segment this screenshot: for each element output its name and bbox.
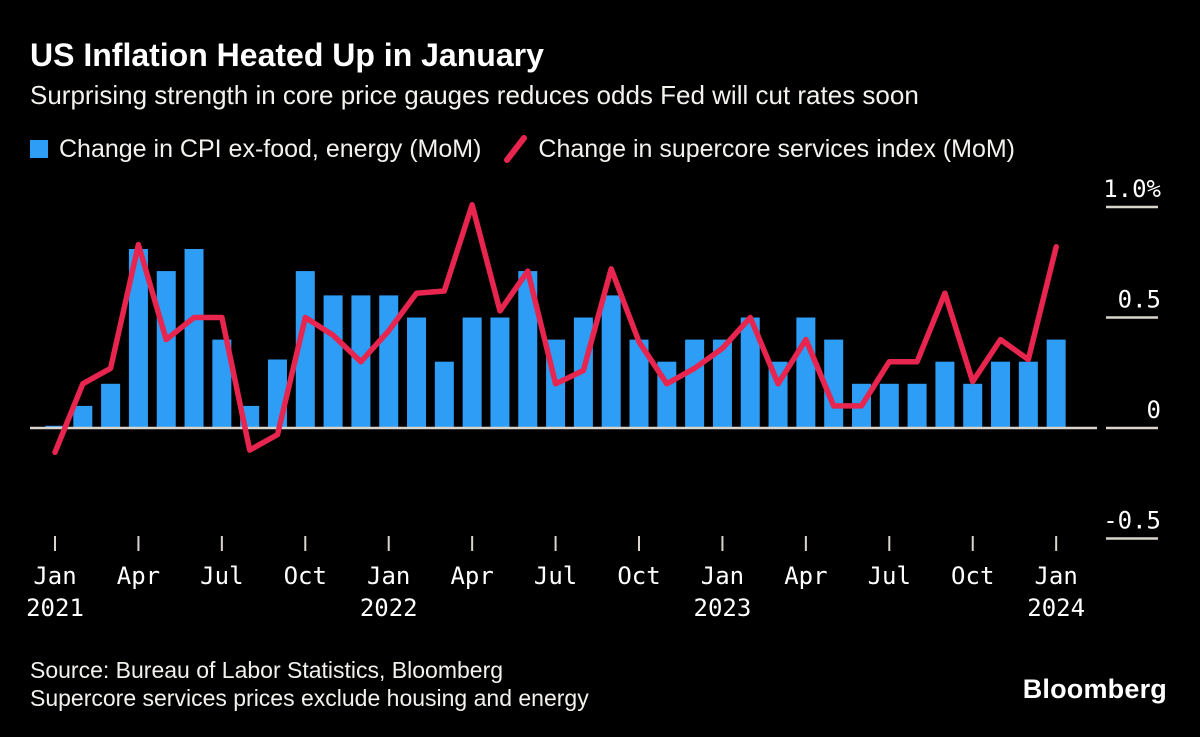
bar-jul-2023 — [879, 383, 899, 428]
y-tick-label-0: 0 — [1147, 396, 1161, 424]
bar-may-2023 — [824, 339, 844, 428]
bloomberg-logo: Bloomberg — [1022, 674, 1167, 704]
bar-jan-2023 — [712, 339, 732, 428]
y-tick-label--0.5: -0.5 — [1103, 507, 1161, 535]
bar-aug-2023 — [907, 383, 927, 428]
bar-nov-2022 — [657, 361, 677, 428]
bar-nov-2023 — [991, 361, 1011, 428]
source-line: Source: Bureau of Labor Statistics, Bloo… — [30, 657, 504, 683]
x-tick-label-month: Jan — [1034, 562, 1077, 590]
bar-dec-2021 — [351, 295, 371, 428]
x-tick-label-year: 2023 — [694, 594, 752, 622]
x-tick-label-month: Jan — [33, 562, 76, 590]
bar-dec-2022 — [685, 339, 705, 428]
bar-apr-2023 — [796, 317, 816, 428]
page-title: US Inflation Heated Up in January — [30, 37, 544, 73]
legend-label-cpi: Change in CPI ex-food, energy (MoM) — [59, 134, 482, 163]
bar-feb-2022 — [407, 317, 427, 428]
x-tick-label-month: Apr — [784, 562, 827, 590]
y-tick-label-0.5: 0.5 — [1118, 286, 1161, 314]
line-series-slash-icon — [501, 135, 529, 163]
bar-feb-2021 — [73, 405, 93, 428]
x-tick-label-year: 2024 — [1027, 594, 1085, 622]
bar-apr-2022 — [462, 317, 482, 428]
x-tick-label-month: Apr — [117, 562, 160, 590]
bar-may-2022 — [490, 317, 510, 428]
bar-jun-2021 — [184, 248, 204, 428]
bar-jan-2021 — [45, 425, 65, 428]
bar-jul-2021 — [212, 339, 232, 428]
y-tick-label-1.0%: 1.0% — [1103, 175, 1161, 203]
bar-jul-2022 — [546, 339, 566, 428]
bar-oct-2021 — [295, 271, 315, 428]
bar-nov-2021 — [323, 295, 343, 428]
bar-jun-2022 — [518, 271, 538, 428]
bar-dec-2023 — [1018, 361, 1038, 428]
note-line: Supercore services prices exclude housin… — [30, 685, 589, 711]
bar-jan-2024 — [1046, 339, 1066, 428]
bar-sep-2022 — [601, 295, 621, 428]
bar-may-2021 — [156, 271, 176, 428]
bar-mar-2021 — [101, 383, 121, 428]
legend-label-supercore: Change in supercore services index (MoM) — [538, 134, 1016, 163]
legend: Change in CPI ex-food, energy (MoM) Chan… — [30, 134, 1015, 164]
bar-aug-2021 — [240, 405, 260, 428]
x-tick-label-month: Oct — [284, 562, 327, 590]
bar-aug-2022 — [573, 317, 593, 428]
bar-mar-2022 — [434, 361, 454, 428]
bar-series-swatch-icon — [30, 140, 48, 158]
x-tick-label-month: Jul — [868, 562, 911, 590]
bar-apr-2021 — [128, 248, 148, 428]
bar-oct-2022 — [629, 339, 649, 428]
x-tick-label-month: Oct — [617, 562, 660, 590]
x-tick-label-month: Oct — [951, 562, 994, 590]
x-tick-label-year: 2021 — [26, 594, 84, 622]
chart-subtitle: Surprising strength in core price gauges… — [30, 80, 919, 110]
source-note: Source: Bureau of Labor Statistics, Bloo… — [30, 656, 589, 712]
bar-mar-2023 — [768, 361, 788, 428]
x-tick-label-month: Jan — [367, 562, 410, 590]
bar-sep-2023 — [935, 361, 955, 428]
x-tick-label-month: Jan — [701, 562, 744, 590]
supercore-line — [52, 202, 1059, 456]
bar-jan-2022 — [379, 295, 399, 428]
x-tick-label-month: Apr — [450, 562, 493, 590]
x-tick-label-month: Jul — [200, 562, 243, 590]
bar-feb-2023 — [740, 317, 760, 428]
bar-oct-2023 — [963, 383, 983, 428]
x-tick-label-year: 2022 — [360, 594, 418, 622]
bar-jun-2023 — [851, 383, 871, 428]
bar-sep-2021 — [267, 359, 287, 428]
x-tick-label-month: Jul — [534, 562, 577, 590]
